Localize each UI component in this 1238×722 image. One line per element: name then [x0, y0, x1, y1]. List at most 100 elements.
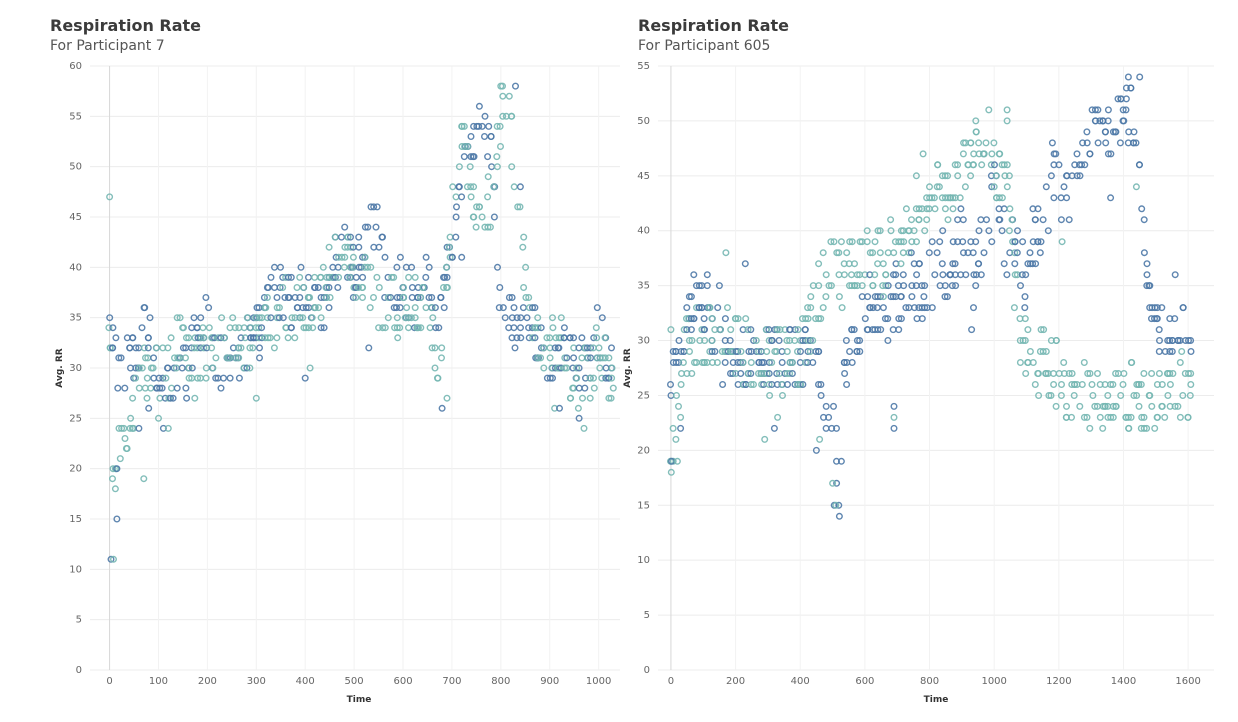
data-point: [835, 501, 843, 509]
data-point: [496, 122, 504, 130]
data-point: [905, 249, 913, 257]
data-point: [690, 271, 698, 279]
data-point: [314, 284, 322, 292]
data-point: [951, 161, 959, 169]
data-point: [1179, 392, 1187, 400]
data-point: [513, 314, 521, 322]
data-point: [843, 381, 851, 389]
data-point: [1006, 205, 1014, 213]
data-point: [570, 334, 578, 342]
data-point: [736, 359, 744, 367]
data-point: [1057, 216, 1065, 224]
data-point: [1042, 348, 1050, 356]
data-point: [1104, 392, 1112, 400]
data-point: [1003, 183, 1011, 191]
data-point: [975, 260, 983, 268]
data-point: [887, 227, 895, 235]
data-point: [122, 445, 130, 453]
data-point: [1083, 128, 1091, 136]
data-point: [608, 344, 616, 352]
data-point: [988, 238, 996, 246]
data-point: [915, 260, 923, 268]
data-point: [1037, 238, 1045, 246]
data-point: [910, 227, 918, 235]
data-point: [988, 150, 996, 158]
data-point: [1052, 337, 1060, 345]
data-point: [996, 194, 1004, 202]
data-point: [1083, 139, 1091, 147]
data-point: [361, 253, 369, 261]
data-point: [141, 354, 149, 362]
data-point: [237, 334, 245, 342]
data-point: [908, 238, 916, 246]
data-point: [592, 324, 600, 332]
data-point: [525, 324, 533, 332]
data-point: [938, 260, 946, 268]
data-point: [608, 364, 616, 372]
data-point: [311, 304, 319, 312]
data-point: [170, 364, 178, 372]
data-point: [1107, 150, 1115, 158]
data-point: [969, 249, 977, 257]
data-point: [1148, 402, 1156, 410]
data-point: [1058, 238, 1066, 246]
data-point: [954, 161, 962, 169]
data-point: [806, 337, 814, 345]
data-point: [983, 216, 991, 224]
data-point: [473, 203, 481, 211]
data-point: [217, 334, 225, 342]
data-point: [182, 334, 190, 342]
data-point: [453, 203, 461, 211]
data-point: [1021, 315, 1029, 323]
data-point: [1122, 106, 1130, 114]
data-point: [675, 359, 683, 367]
data-point: [1136, 73, 1144, 81]
data-point: [285, 273, 293, 281]
data-point: [1158, 381, 1166, 389]
data-point: [570, 354, 578, 362]
data-point: [907, 249, 915, 257]
data-point: [1146, 392, 1154, 400]
data-point: [675, 402, 683, 410]
data-point: [977, 271, 985, 279]
data-point: [144, 344, 152, 352]
data-point: [765, 359, 773, 367]
data-point: [428, 344, 436, 352]
data-point: [959, 238, 967, 246]
data-point: [425, 263, 433, 271]
x-tick-label: 800: [491, 676, 510, 687]
data-point: [1101, 402, 1109, 410]
data-point: [349, 294, 357, 302]
data-point: [1070, 392, 1078, 400]
data-point: [1153, 315, 1161, 323]
data-point: [396, 294, 404, 302]
data-point: [1034, 370, 1042, 378]
data-point: [822, 424, 830, 432]
data-point: [393, 324, 401, 332]
data-point: [183, 394, 191, 402]
data-point: [370, 294, 378, 302]
y-tick-label: 5: [644, 610, 650, 621]
data-point: [1050, 194, 1058, 202]
data-point: [331, 233, 339, 241]
data-point: [721, 359, 729, 367]
data-point: [190, 314, 198, 322]
data-point: [1153, 304, 1161, 312]
data-point: [900, 282, 908, 290]
data-point: [367, 263, 375, 271]
data-point: [954, 216, 962, 224]
data-point: [921, 282, 929, 290]
x-tick-label: 1600: [1175, 676, 1200, 687]
data-point: [915, 205, 923, 213]
data-point: [667, 326, 675, 334]
data-point: [132, 364, 140, 372]
data-point: [202, 374, 210, 382]
data-point: [944, 172, 952, 180]
data-point: [499, 92, 507, 100]
data-point: [461, 142, 469, 150]
data-point: [135, 384, 143, 392]
data-point: [1088, 381, 1096, 389]
data-point: [1109, 413, 1117, 421]
data-point: [425, 294, 433, 302]
data-point: [747, 359, 755, 367]
